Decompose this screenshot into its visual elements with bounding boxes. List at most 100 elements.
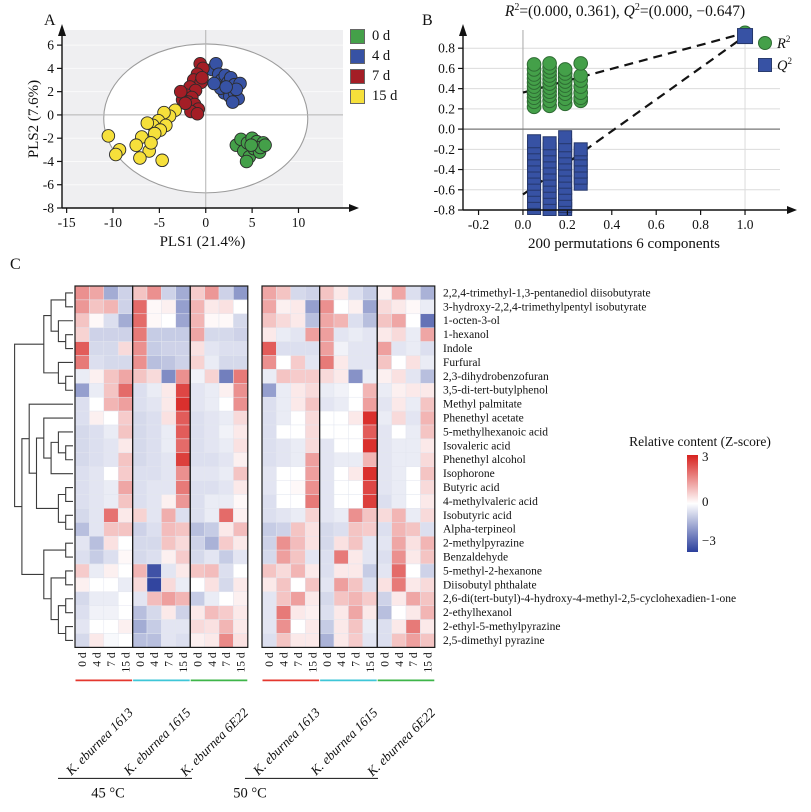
time-tick-label: 4 d xyxy=(207,652,219,667)
heatmap-cell xyxy=(204,299,220,315)
heatmap-cell xyxy=(261,396,277,412)
heatmap-cell xyxy=(333,285,349,301)
scatter-point xyxy=(101,129,116,143)
time-tick-label: 15 d xyxy=(178,652,190,672)
heatmap-cell xyxy=(391,466,407,481)
heatmap-cell xyxy=(89,577,105,593)
heatmap-cell xyxy=(175,619,191,634)
heatmap-cell xyxy=(175,452,191,467)
heatmap-cell xyxy=(276,633,292,648)
heatmap-cell xyxy=(391,383,407,398)
heatmap-cell xyxy=(117,424,133,440)
heatmap-cell xyxy=(405,299,421,315)
heatmap-cell xyxy=(218,563,234,579)
heatmap-cell xyxy=(420,369,436,384)
x-tick-label: 5 xyxy=(249,215,256,230)
heatmap-cell xyxy=(233,369,249,384)
heatmap-cell xyxy=(391,369,407,384)
heatmap-cell xyxy=(132,341,148,356)
y-tick-label: 2 xyxy=(47,84,54,99)
heatmap-cell xyxy=(261,438,277,454)
heatmap-cell xyxy=(161,355,177,370)
x-tick-label: -5 xyxy=(154,215,165,230)
heatmap-cell xyxy=(146,619,162,634)
heatmap-cell xyxy=(362,591,378,606)
heatmap-cell xyxy=(233,535,249,551)
heatmap-cell xyxy=(319,619,335,634)
heatmap-cell xyxy=(391,605,407,620)
heatmap-cell xyxy=(218,577,234,593)
heatmap-cell xyxy=(348,410,364,426)
heatmap-cell xyxy=(276,619,292,634)
heatmap-cell xyxy=(103,522,119,537)
permutation-plot: -0.2 0.0 0.2 0.4 0.6 0.8 1.0 0.8 0.6 0.4 0.2 0.0 -0.… xyxy=(434,24,797,252)
heatmap-cell xyxy=(117,494,133,509)
compound-row-label: Butyric acid xyxy=(443,482,500,494)
heatmap-cell xyxy=(89,369,105,384)
heatmap-cell xyxy=(204,577,220,593)
heatmap-cell xyxy=(233,452,249,467)
heatmap-cell xyxy=(218,383,234,398)
time-tick-label: 7 d xyxy=(408,652,420,667)
heatmap-cell xyxy=(362,549,378,565)
heatmap-cell xyxy=(348,522,364,537)
x-tick-label: -0.2 xyxy=(468,217,489,232)
heatmap-cell xyxy=(362,438,378,454)
heatmap-cell xyxy=(74,452,90,467)
heatmap-cell xyxy=(218,619,234,634)
heatmap-cell xyxy=(261,633,277,648)
heatmap-cell xyxy=(146,508,162,523)
heatmap-cell xyxy=(376,591,392,606)
heatmap-cell xyxy=(204,549,220,565)
heatmap-cell xyxy=(103,605,119,620)
heatmap-cell xyxy=(103,466,119,481)
heatmap-cell xyxy=(233,327,249,342)
heatmap-cell xyxy=(161,480,177,495)
heatmap-cell xyxy=(348,369,364,384)
heatmap-cell xyxy=(74,494,90,509)
heatmap-cell xyxy=(333,438,349,454)
legend-item: R2 xyxy=(758,32,792,54)
heatmap-cell xyxy=(333,619,349,634)
time-tick-label: 0 d xyxy=(379,652,391,667)
heatmap-cell xyxy=(74,424,90,440)
heatmap-cell xyxy=(233,285,249,301)
heatmap-cell xyxy=(348,424,364,440)
scatter-point xyxy=(173,84,188,99)
heatmap-cell xyxy=(233,605,249,620)
heatmap-cell xyxy=(304,466,320,481)
heatmap-cell xyxy=(333,522,349,537)
heatmap-cell xyxy=(362,452,378,467)
heatmap-cell xyxy=(348,605,364,620)
heatmap-cell xyxy=(348,383,364,398)
heatmap-cell xyxy=(117,313,133,328)
time-tick-label: 7 d xyxy=(351,652,363,667)
heatmap-cell xyxy=(146,369,162,384)
heatmap-cell xyxy=(161,327,177,342)
heatmap-cell xyxy=(376,424,392,440)
heatmap-cell xyxy=(89,285,105,301)
heatmap-cell xyxy=(276,480,292,495)
heatmap-cell xyxy=(161,410,177,426)
heatmap-cell xyxy=(103,494,119,509)
heatmap-cell xyxy=(189,508,205,523)
heatmap-cell xyxy=(103,480,119,495)
heatmap-cell xyxy=(376,563,392,579)
dendrogram-branch xyxy=(21,438,44,575)
heatmap-cell xyxy=(376,438,392,454)
heatmap-cell xyxy=(276,285,292,301)
heatmap-cell xyxy=(146,313,162,328)
heatmap-cell xyxy=(189,466,205,481)
heatmap-cell xyxy=(204,327,220,342)
x-tick-label: 0.8 xyxy=(692,217,709,232)
heatmap-cell xyxy=(420,480,436,495)
heatmap-cell xyxy=(189,633,205,648)
heatmap-cell xyxy=(204,424,220,440)
heatmap-cell xyxy=(117,452,133,467)
dendrogram-branch xyxy=(65,487,73,502)
heatmap-cell xyxy=(117,563,133,579)
heatmap-cell xyxy=(233,480,249,495)
heatmap-cell xyxy=(218,535,234,551)
heatmap-cell xyxy=(89,313,105,328)
heatmap-cell xyxy=(348,549,364,565)
